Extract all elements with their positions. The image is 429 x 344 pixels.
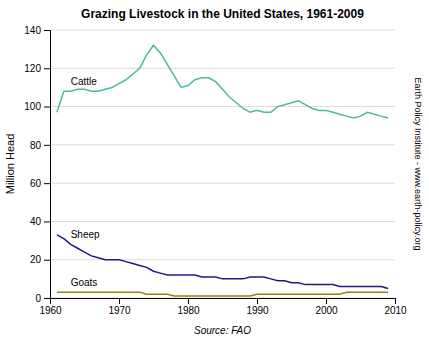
- series-labels: Cattle Sheep Goats: [71, 76, 100, 288]
- chart: 1960 1970 1980 1990 2000 2010 0 20 40 60 80 100 120 1…: [0, 0, 429, 344]
- x-axis-tick-label: 1980: [177, 305, 200, 316]
- y-axis-tick-mark: [44, 298, 50, 299]
- y-axis-tick: 20: [30, 254, 50, 265]
- y-axis: 0 20 40 60 80 100 120 140: [24, 25, 50, 304]
- x-axis-tick: 1980: [177, 298, 200, 316]
- x-axis-tick: 2010: [384, 298, 407, 316]
- series-line: [57, 235, 388, 289]
- x-axis: 1960 1970 1980 1990 2000 2010: [39, 298, 407, 316]
- x-axis-tick-mark: [326, 298, 327, 304]
- y-axis-tick-label: 0: [35, 293, 41, 304]
- y-axis-tick-mark: [44, 107, 50, 108]
- y-axis-tick-mark: [44, 30, 50, 31]
- y-axis-tick-label: 60: [30, 178, 42, 189]
- x-axis-tick-mark: [257, 298, 258, 304]
- x-axis-tick-mark: [188, 298, 189, 304]
- x-axis-tick: 2000: [315, 298, 338, 316]
- x-axis-tick-label: 1960: [39, 305, 62, 316]
- y-axis-tick-label: 100: [24, 101, 41, 112]
- y-axis-tick: 100: [24, 101, 50, 112]
- annotation: Source: FAO: [194, 325, 251, 336]
- grid: [50, 30, 395, 298]
- plot: 1960 1970 1980 1990 2000 2010 0 20 40 60 80 100 120 1…: [24, 25, 407, 316]
- series-label: Goats: [71, 277, 98, 288]
- y-axis-tick: 60: [30, 178, 50, 189]
- x-axis-line: [51, 299, 396, 305]
- grid-line: [50, 221, 395, 222]
- x-axis-tick: 1970: [108, 298, 131, 316]
- grid-line: [50, 68, 395, 69]
- x-axis-tick-mark: [395, 298, 396, 304]
- y-axis-tick-label: 140: [24, 25, 41, 36]
- y-axis-tick-label: 40: [30, 216, 42, 227]
- y-axis-tick: 0: [35, 293, 50, 304]
- y-axis-tick-mark: [44, 68, 50, 69]
- y-axis-line: [44, 31, 51, 299]
- y-axis-tick: 140: [24, 25, 50, 36]
- x-axis-tick-mark: [119, 298, 120, 304]
- x-axis-tick-label: 2000: [315, 305, 338, 316]
- y-axis-tick-label: 20: [30, 254, 42, 265]
- y-axis-tick-label: 120: [24, 63, 41, 74]
- grid-line: [50, 106, 395, 107]
- grid-line: [50, 30, 395, 31]
- grid-line: [50, 183, 395, 184]
- x-axis-tick-label: 1970: [108, 305, 131, 316]
- series-label: Cattle: [71, 76, 98, 87]
- annotation: Earth Policy Institute - www.earth-polic…: [413, 78, 423, 251]
- grid-line: [50, 144, 395, 145]
- y-axis-tick-mark: [44, 260, 50, 261]
- y-axis-tick: 120: [24, 63, 50, 74]
- x-axis-tick-label: 1990: [246, 305, 269, 316]
- y-axis-tick-mark: [44, 221, 50, 222]
- y-axis-tick: 40: [30, 216, 50, 227]
- series-label: Sheep: [71, 229, 100, 240]
- x-axis-tick: 1990: [246, 298, 269, 316]
- series-line: [57, 45, 388, 118]
- x-axis-tick: 1960: [39, 298, 62, 316]
- y-axis-tick-label: 80: [30, 140, 42, 151]
- y-axis-tick-mark: [44, 183, 50, 184]
- y-axis-tick-mark: [44, 145, 50, 146]
- y-axis-label: Million Head: [4, 134, 16, 195]
- series-line: [57, 292, 388, 296]
- lines: [57, 45, 388, 296]
- title: Grazing Livestock in the United States, …: [81, 7, 364, 21]
- y-axis-tick: 80: [30, 140, 50, 151]
- x-axis-tick-label: 2010: [384, 305, 407, 316]
